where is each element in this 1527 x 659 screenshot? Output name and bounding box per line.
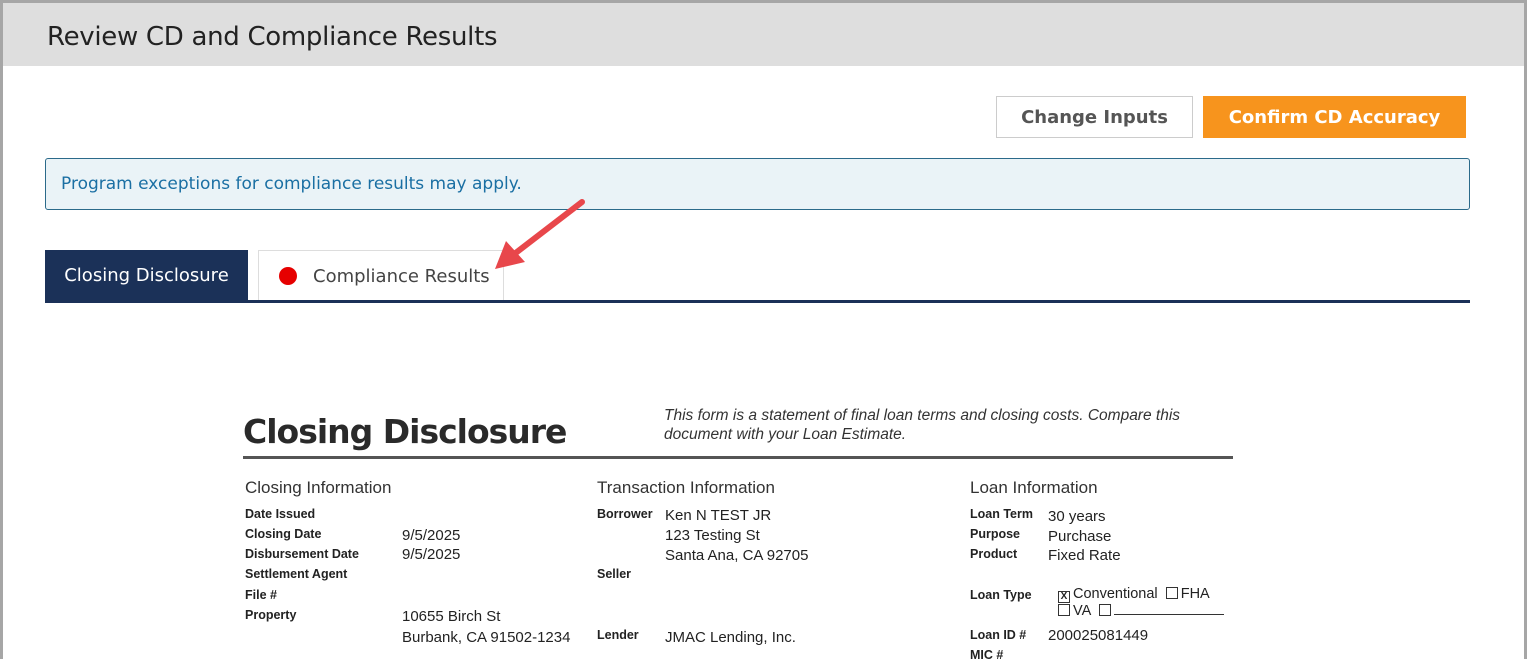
- label: Lender: [597, 628, 639, 642]
- label: Disbursement Date: [245, 547, 359, 561]
- value: 123 Testing St: [665, 527, 760, 544]
- value: JMAC Lending, Inc.: [665, 629, 796, 646]
- label: Borrower: [597, 507, 653, 521]
- divider: [243, 456, 1233, 459]
- section-heading: Closing Information: [245, 478, 392, 497]
- blank-line: [1113, 614, 1224, 615]
- value: 10655 Birch St: [402, 608, 501, 625]
- checkbox-icon: [1058, 604, 1070, 616]
- annotation-arrow-icon: [495, 199, 585, 269]
- label: MIC #: [970, 648, 1004, 659]
- value: 9/5/2025: [402, 527, 461, 544]
- option-label: VA: [1073, 603, 1091, 619]
- label: Loan Type: [970, 588, 1032, 602]
- change-inputs-button[interactable]: Change Inputs: [996, 96, 1193, 138]
- label: Loan Term: [970, 507, 1033, 521]
- tab-divider: [45, 300, 1470, 303]
- label: Date Issued: [245, 507, 316, 521]
- section-heading: Loan Information: [970, 478, 1098, 497]
- value: 30 years: [1048, 508, 1106, 525]
- label: Property: [245, 608, 297, 622]
- tab-label: Compliance Results: [313, 265, 490, 287]
- label: Seller: [597, 567, 632, 581]
- label: Loan ID #: [970, 628, 1027, 642]
- loan-type-options: X Conventional FHA VA: [1058, 586, 1224, 619]
- info-banner: Program exceptions for compliance result…: [45, 158, 1470, 210]
- value: Burbank, CA 91502-1234: [402, 629, 571, 646]
- tab-closing-disclosure[interactable]: Closing Disclosure: [45, 250, 248, 301]
- option-label: FHA: [1180, 586, 1210, 602]
- checkbox-icon: [1165, 587, 1178, 599]
- value: Purchase: [1048, 528, 1112, 545]
- value: 200025081449: [1048, 627, 1149, 644]
- value: 9/5/2025: [402, 546, 461, 563]
- status-dot-icon: [279, 267, 297, 285]
- banner-text: Program exceptions for compliance result…: [61, 174, 522, 194]
- checkbox-checked-icon: X: [1058, 591, 1070, 603]
- option-label: Conventional: [1073, 586, 1158, 602]
- tab-label: Closing Disclosure: [64, 265, 229, 286]
- label: Settlement Agent: [245, 567, 348, 581]
- label: File #: [245, 588, 277, 602]
- value: Ken N TEST JR: [665, 507, 772, 524]
- page-title: Review CD and Compliance Results: [47, 22, 498, 52]
- label: Product: [970, 547, 1018, 561]
- confirm-cd-accuracy-button[interactable]: Confirm CD Accuracy: [1203, 96, 1466, 138]
- value: Santa Ana, CA 92705: [665, 547, 809, 564]
- document-subtitle: This form is a statement of final loan t…: [664, 407, 1181, 443]
- section-heading: Transaction Information: [597, 478, 775, 497]
- document-title: Closing Disclosure: [243, 412, 567, 451]
- label: Closing Date: [245, 527, 322, 541]
- checkbox-icon: [1098, 604, 1111, 616]
- label: Purpose: [970, 527, 1021, 541]
- value: Fixed Rate: [1048, 547, 1121, 564]
- tab-compliance-results[interactable]: Compliance Results: [258, 250, 504, 301]
- page-header: Review CD and Compliance Results: [3, 3, 1524, 66]
